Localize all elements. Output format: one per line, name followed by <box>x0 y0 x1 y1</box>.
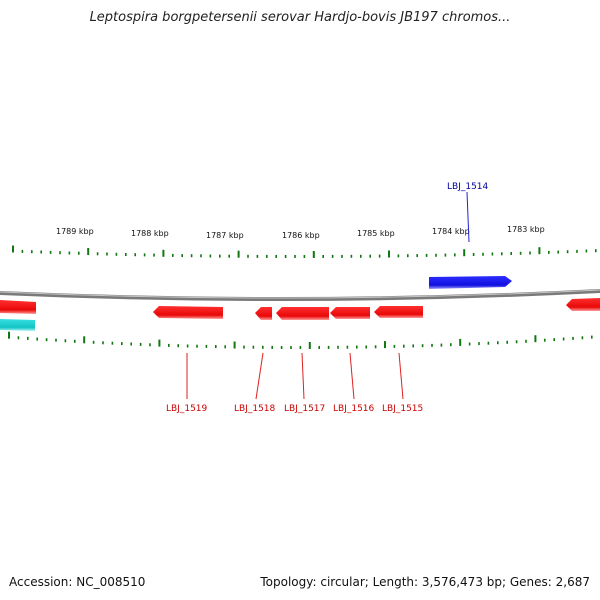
scale-label-1784: 1784 kbp <box>432 227 470 236</box>
gene-LBJ_1517[interactable] <box>276 307 329 320</box>
scale-label-1787: 1787 kbp <box>206 231 244 240</box>
map-title: Leptospira borgpetersenii serovar Hardjo… <box>89 10 511 25</box>
scale-label-1786: 1786 kbp <box>282 231 320 240</box>
gene-label-LBJ_1517[interactable]: LBJ_1517 <box>284 404 325 414</box>
upper-scale-ticks <box>12 245 597 258</box>
gene-LBJ_1518[interactable] <box>255 307 272 320</box>
chromosome-backbone <box>0 289 600 302</box>
gene-label-LBJ_1516[interactable]: LBJ_1516 <box>333 404 375 414</box>
chromosome-backbone-highlight <box>0 289 600 299</box>
lower-scale-ticks <box>8 331 593 349</box>
connector-LBJ_1516 <box>349 352 355 400</box>
partial-gene-left[interactable] <box>0 300 36 314</box>
scale-label-1788: 1788 kbp <box>131 229 169 238</box>
partial-feature-left-cyan[interactable] <box>0 319 35 331</box>
gene-label-LBJ_1518[interactable]: LBJ_1518 <box>234 404 276 414</box>
scale-labels: 1789 kbp 1788 kbp 1787 kbp 1786 kbp 1785… <box>56 225 545 240</box>
connector-LBJ_1518 <box>255 352 264 400</box>
gene-LBJ_1515[interactable] <box>374 306 423 318</box>
partial-gene-right[interactable] <box>566 298 600 311</box>
scale-label-1785: 1785 kbp <box>357 229 395 238</box>
accession-label: Accession: NC_008510 <box>9 575 146 589</box>
connector-LBJ_1517 <box>301 352 305 400</box>
scale-label-1789: 1789 kbp <box>56 227 94 236</box>
gene-LBJ_1519[interactable] <box>153 306 223 319</box>
topology-summary: Topology: circular; Length: 3,576,473 bp… <box>260 575 590 589</box>
gene-LBJ_1516[interactable] <box>330 307 370 319</box>
gene-label-LBJ_1515[interactable]: LBJ_1515 <box>382 404 423 414</box>
gene-label-LBJ_1514[interactable]: LBJ_1514 <box>447 182 489 192</box>
connector-LBJ_1515 <box>398 352 404 400</box>
gene-label-LBJ_1519[interactable]: LBJ_1519 <box>166 404 208 414</box>
gene-LBJ_1514[interactable] <box>429 276 512 289</box>
scale-label-1783: 1783 kbp <box>507 225 545 234</box>
label-connectors <box>186 191 470 400</box>
connector-LBJ_1514 <box>466 191 470 243</box>
